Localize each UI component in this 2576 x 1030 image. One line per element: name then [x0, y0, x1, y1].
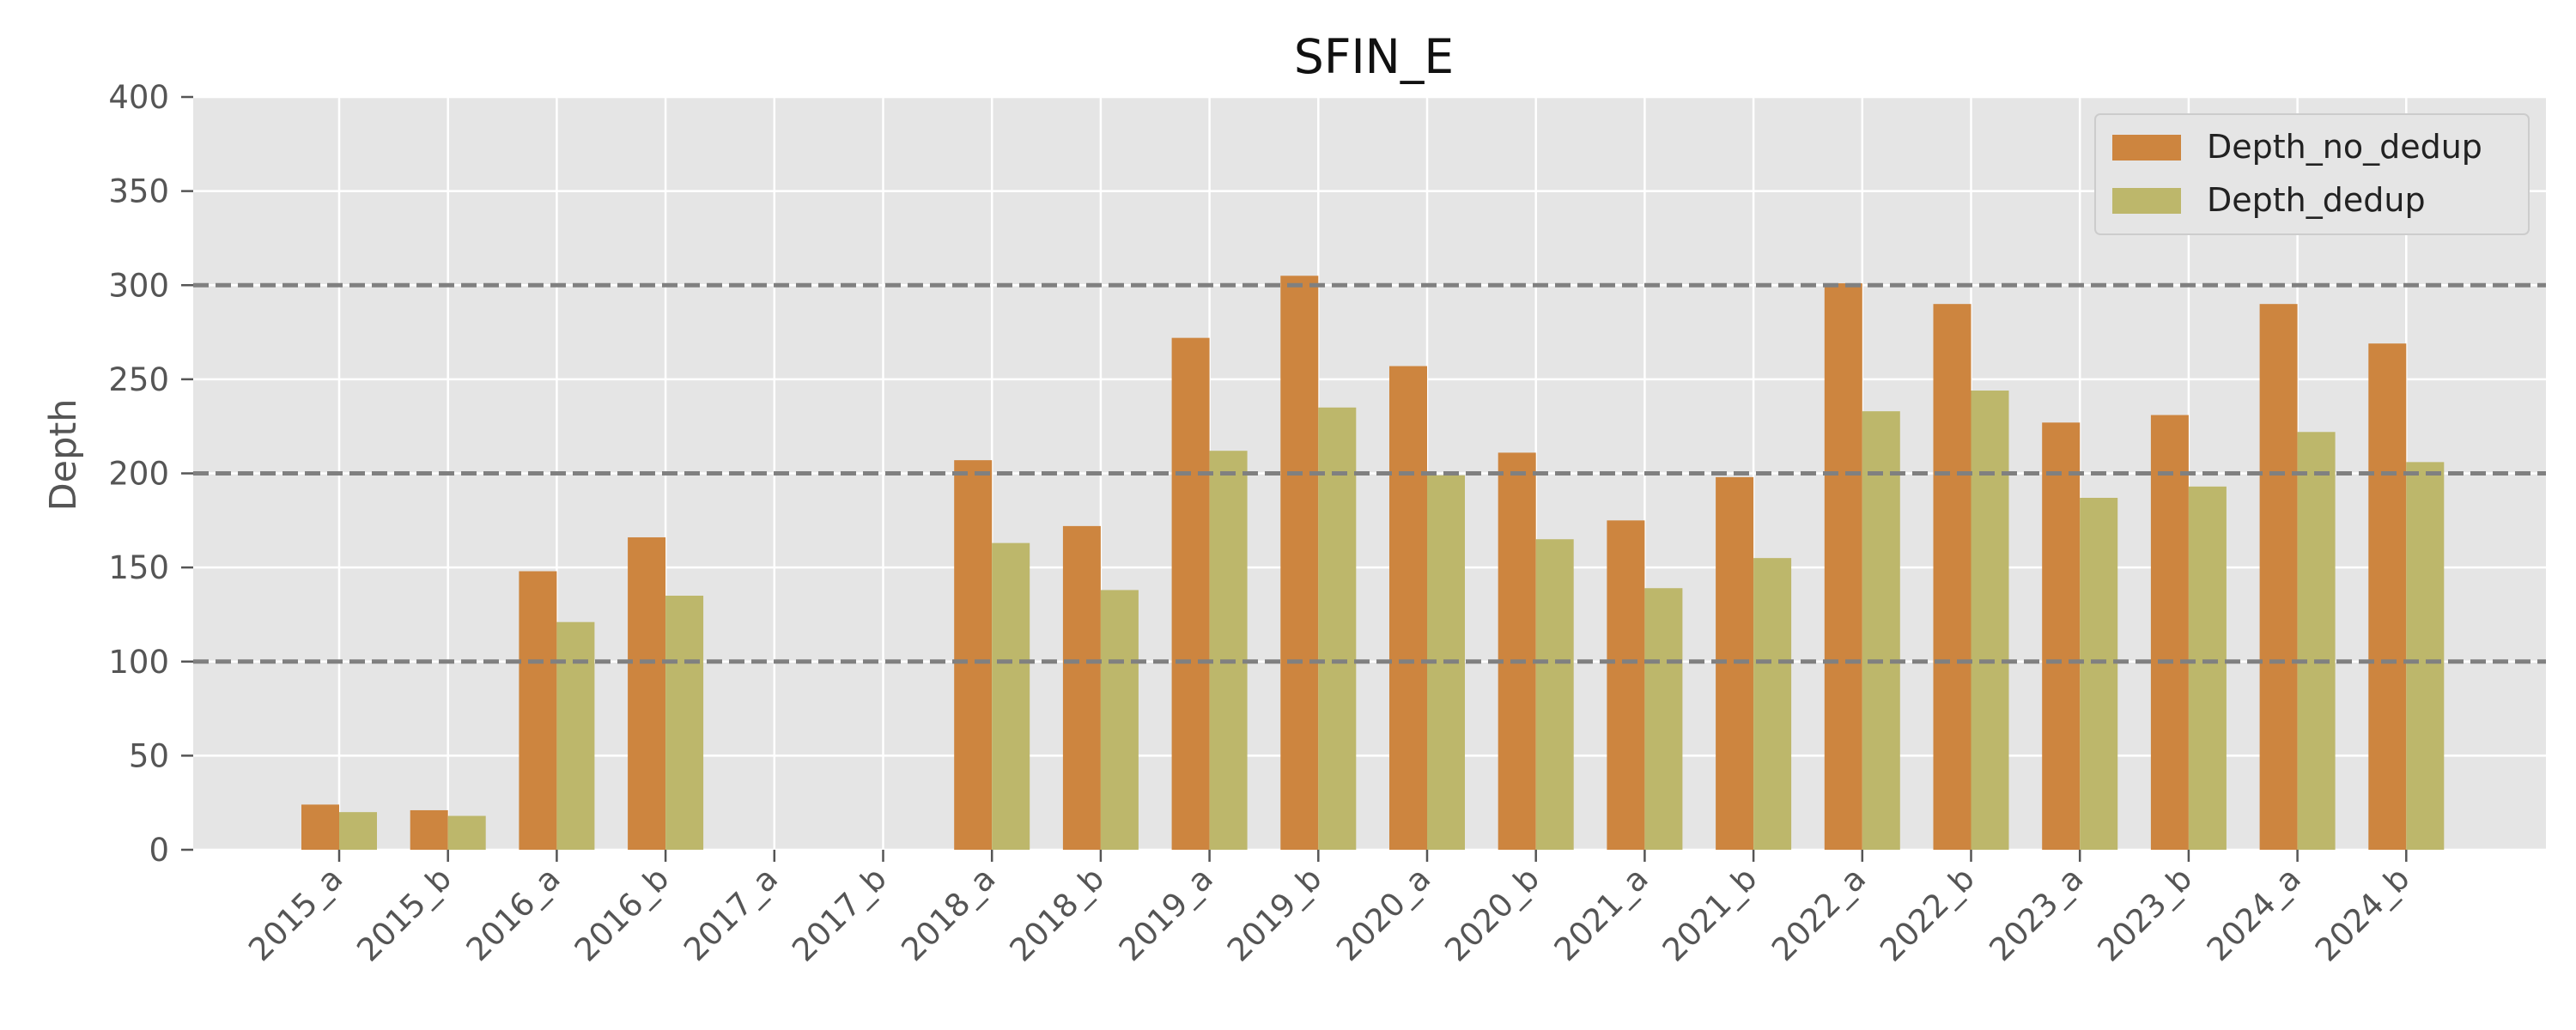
- bar-depth-dedup: [2406, 462, 2445, 850]
- x-tick-label: 2023_a: [1982, 860, 2090, 968]
- bar-depth-no-dedup: [1498, 452, 1536, 850]
- x-tick-label: 2017_b: [785, 860, 894, 969]
- bar-depth-no-dedup: [2368, 343, 2407, 850]
- x-tick-label: 2022_a: [1765, 860, 1873, 968]
- bar-depth-no-dedup: [301, 804, 339, 850]
- x-tick-label: 2022_b: [1873, 860, 1982, 969]
- legend-label: Depth_dedup: [2207, 181, 2426, 219]
- bar-depth-dedup: [1753, 558, 1792, 850]
- bar-depth-no-dedup: [1389, 366, 1427, 851]
- x-tick-label: 2018_b: [1003, 860, 1112, 969]
- bar-depth-dedup: [1209, 451, 1248, 850]
- bar-depth-dedup: [447, 815, 486, 850]
- chart-title: SFIN_E: [1294, 29, 1454, 84]
- legend-label: Depth_no_dedup: [2207, 128, 2482, 166]
- bar-depth-dedup: [992, 542, 1030, 850]
- reference-lines: [193, 282, 2546, 664]
- y-tick-label: 250: [108, 361, 169, 398]
- y-tick-label: 400: [108, 79, 169, 116]
- legend-swatch: [2112, 188, 2181, 214]
- bar-depth-no-dedup: [1171, 337, 1210, 850]
- x-tick-label: 2021_a: [1547, 860, 1656, 968]
- x-tick-label: 2021_b: [1656, 860, 1765, 969]
- bar-depth-dedup: [1318, 407, 1357, 850]
- bar-depth-dedup: [1100, 590, 1139, 850]
- bars-layer: [301, 276, 2445, 851]
- bar-depth-no-dedup: [1280, 276, 1319, 851]
- y-tick-label: 300: [108, 267, 169, 304]
- y-tick-label: 50: [129, 737, 169, 774]
- x-tick-label: 2017_a: [677, 860, 785, 968]
- bar-depth-no-dedup: [628, 537, 666, 850]
- y-axis-label: Depth: [42, 399, 85, 512]
- bar-depth-dedup: [1971, 391, 2009, 850]
- bar-depth-no-dedup: [2042, 422, 2081, 850]
- bar-depth-dedup: [2297, 432, 2336, 850]
- x-tick-label: 2020_a: [1329, 860, 1437, 968]
- bar-depth-no-dedup: [1933, 304, 1971, 850]
- y-tick-label: 350: [108, 173, 169, 210]
- bar-depth-dedup: [665, 596, 704, 850]
- bar-depth-dedup: [1535, 539, 1574, 850]
- bar-depth-dedup: [339, 812, 377, 850]
- bar-depth-no-dedup: [519, 571, 557, 850]
- legend: Depth_no_dedup Depth_dedup: [2094, 113, 2530, 235]
- bar-depth-dedup: [2188, 486, 2227, 850]
- bar-depth-dedup: [1862, 411, 1900, 850]
- bar-depth-dedup: [556, 621, 595, 850]
- bar-depth-no-dedup: [1062, 525, 1101, 850]
- x-tick-label: 2024_a: [2200, 860, 2308, 968]
- x-tick-label: 2016_a: [459, 860, 568, 968]
- bar-depth-no-dedup: [954, 460, 993, 850]
- bar-depth-dedup: [2080, 498, 2118, 850]
- x-tick-label: 2019_a: [1112, 860, 1220, 968]
- x-tick-label: 2015_a: [241, 860, 349, 968]
- bar-depth-no-dedup: [410, 809, 448, 850]
- bar-depth-no-dedup: [2150, 415, 2189, 850]
- x-tick-label: 2019_b: [1220, 860, 1329, 969]
- x-tick-label: 2015_b: [349, 860, 459, 969]
- x-tick-label: 2023_b: [2091, 860, 2200, 969]
- x-tick-label: 2024_b: [2308, 860, 2417, 969]
- bar-depth-no-dedup: [1607, 520, 1645, 850]
- y-tick-label: 100: [108, 644, 169, 681]
- legend-box: [2094, 113, 2530, 235]
- x-tick-label: 2016_b: [568, 860, 677, 969]
- y-tick-label: 200: [108, 456, 169, 493]
- x-tick-label: 2020_b: [1437, 860, 1546, 969]
- x-tick-label: 2018_a: [894, 860, 1002, 968]
- legend-swatch: [2112, 135, 2181, 161]
- bar-depth-no-dedup: [2259, 304, 2298, 850]
- y-tick-label: 0: [149, 832, 169, 869]
- bar-depth-dedup: [1644, 588, 1683, 850]
- bar-depth-no-dedup: [1824, 283, 1862, 850]
- y-tick-label: 150: [108, 549, 169, 586]
